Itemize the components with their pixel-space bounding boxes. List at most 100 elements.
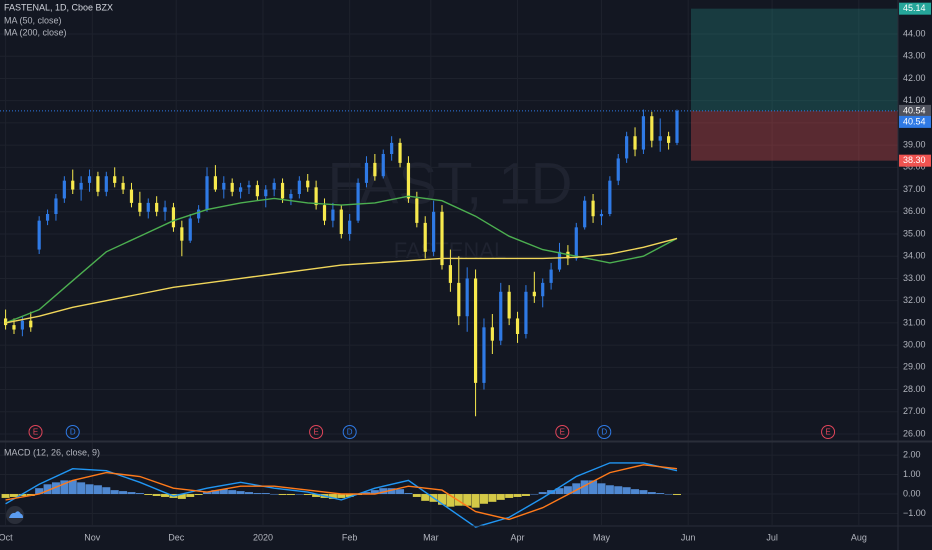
candle-body (96, 176, 100, 192)
macd-histogram-bar (127, 492, 136, 495)
candle-body (440, 211, 444, 266)
candle-body (12, 325, 16, 330)
y-tick-label: 39.00 (903, 139, 926, 149)
macd-histogram-bar (177, 494, 186, 499)
event-marker (28, 425, 43, 439)
macd-histogram-bar (161, 494, 170, 497)
macd-histogram-bar (656, 493, 665, 495)
macd-histogram-bar (505, 494, 514, 498)
event-marker (597, 425, 612, 439)
candle-body (306, 180, 310, 188)
candle-body (616, 158, 620, 181)
macd-histogram-bar (370, 490, 379, 495)
macd-histogram-bar (77, 482, 86, 495)
macd-histogram-bar (513, 494, 522, 497)
macd-histogram-bar (605, 485, 614, 495)
macd-histogram-bar (278, 494, 287, 496)
y-tick-label: 44.00 (903, 28, 926, 38)
candle-body (524, 291, 528, 334)
price-tag-label: 45.14 (903, 3, 926, 13)
candle-body (591, 200, 595, 217)
candle-body (532, 291, 536, 297)
macd-histogram-bar (396, 489, 405, 495)
candle-body (238, 187, 243, 192)
candle-body (247, 185, 251, 188)
x-tick-label: 2020 (253, 532, 273, 542)
candle-body (121, 182, 125, 190)
y-tick-label: 31.00 (903, 317, 926, 327)
price-tag (899, 154, 931, 167)
y-tick-label: 41.00 (903, 95, 926, 105)
y-tick-label: 38.00 (903, 162, 926, 172)
macd-histogram-bar (563, 486, 572, 495)
candle-body (625, 136, 629, 159)
event-label: D (70, 428, 76, 437)
price-tag-label: 40.54 (903, 116, 926, 126)
candle-body (205, 176, 209, 210)
macd-histogram-bar (144, 494, 153, 496)
candle-body (255, 185, 259, 197)
event-marker (309, 425, 324, 439)
macd-histogram-bar (454, 494, 463, 506)
candle-body (171, 207, 176, 228)
macd-histogram-bar (622, 487, 631, 495)
macd-histogram-bar (337, 494, 346, 498)
candle-body (356, 182, 360, 221)
x-tick-label: Jul (766, 532, 778, 542)
candle-body (155, 202, 159, 212)
candle-body (667, 136, 671, 143)
candle-body (650, 116, 654, 141)
candle-body (599, 214, 604, 217)
macd-legend: MACD (12, 26, close, 9) (4, 447, 100, 457)
candle-body (457, 282, 461, 317)
macd-histogram-bar (35, 488, 44, 495)
y-tick-label: 2.00 (903, 449, 921, 459)
y-tick-label: 28.00 (903, 384, 926, 394)
candle-body (390, 142, 394, 154)
macd-histogram-bar (479, 494, 488, 504)
macd-histogram-bar (597, 483, 606, 495)
x-tick-label: Oct (0, 532, 13, 542)
event-label: D (601, 428, 607, 437)
candle-body (507, 291, 511, 319)
y-tick-label: 43.00 (903, 51, 926, 61)
candle-body (373, 162, 377, 177)
candle-body (45, 214, 50, 221)
price-tag-label: 38.30 (903, 155, 926, 165)
macd-histogram-bar (110, 490, 119, 495)
macd-histogram-bar (135, 493, 144, 495)
y-tick-label: −1.00 (903, 508, 926, 518)
y-tick-label: 32.00 (903, 295, 926, 305)
chart-title: FASTENAL, 1D, Cboe BZX (4, 2, 113, 12)
candle-body (163, 207, 167, 212)
logo-icon (9, 511, 23, 518)
candle-body (289, 194, 293, 199)
candle-body (62, 180, 66, 199)
candle-body (448, 265, 452, 283)
candle-body (138, 202, 142, 212)
candle-body (608, 180, 612, 214)
candle-body (188, 218, 192, 241)
candle-body (272, 182, 276, 190)
macd-histogram-bar (102, 487, 111, 495)
y-tick-label: 33.00 (903, 273, 926, 283)
price-tag (899, 2, 931, 15)
candle-body (331, 209, 335, 221)
event-marker (342, 425, 357, 439)
moving-average (5, 237, 678, 324)
legend-entry: MA (50, close) (4, 15, 62, 25)
watermark: FAST, 1D (328, 151, 573, 216)
y-tick-label: 42.00 (903, 73, 926, 83)
macd-line (5, 464, 678, 521)
candle-body (482, 327, 486, 383)
candle-body (71, 180, 75, 190)
y-tick-label: 1.00 (903, 469, 921, 479)
macd-histogram-bar (60, 480, 69, 495)
event-label: E (33, 428, 38, 437)
event-label: E (313, 428, 318, 437)
macd-histogram-bar (152, 494, 161, 496)
candle-body (54, 198, 58, 214)
candle-body (3, 318, 8, 326)
